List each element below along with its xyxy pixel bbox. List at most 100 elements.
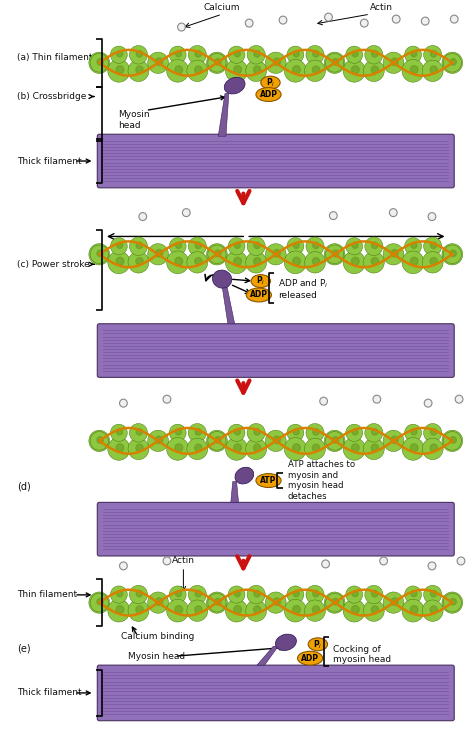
Text: (d): (d)	[17, 481, 31, 492]
Circle shape	[247, 585, 265, 604]
Circle shape	[332, 250, 339, 257]
Circle shape	[384, 593, 402, 612]
Circle shape	[116, 606, 124, 614]
Circle shape	[254, 257, 261, 265]
Circle shape	[364, 60, 384, 82]
Text: ADP: ADP	[301, 653, 319, 663]
Circle shape	[351, 65, 359, 74]
Circle shape	[234, 444, 242, 452]
Circle shape	[207, 592, 228, 613]
Circle shape	[215, 598, 221, 605]
Circle shape	[208, 245, 226, 264]
Circle shape	[228, 586, 245, 603]
Circle shape	[226, 251, 247, 273]
Circle shape	[312, 257, 319, 265]
Circle shape	[313, 51, 319, 57]
Circle shape	[246, 600, 266, 621]
Circle shape	[371, 444, 379, 451]
Circle shape	[306, 423, 324, 442]
Circle shape	[332, 59, 339, 65]
Circle shape	[254, 590, 260, 597]
Circle shape	[214, 58, 221, 65]
Circle shape	[442, 430, 463, 451]
Circle shape	[284, 437, 307, 460]
Circle shape	[384, 431, 402, 451]
Circle shape	[273, 598, 280, 605]
Circle shape	[391, 598, 398, 605]
Circle shape	[410, 257, 418, 265]
Circle shape	[97, 436, 104, 443]
Circle shape	[175, 65, 182, 74]
Circle shape	[292, 65, 301, 74]
Circle shape	[214, 598, 221, 606]
Circle shape	[306, 585, 324, 604]
Circle shape	[430, 606, 438, 613]
Circle shape	[273, 59, 280, 65]
Circle shape	[129, 46, 147, 64]
Ellipse shape	[298, 651, 323, 665]
Circle shape	[287, 586, 304, 603]
Circle shape	[175, 591, 182, 597]
Circle shape	[352, 429, 358, 435]
Circle shape	[442, 592, 463, 613]
Circle shape	[287, 424, 304, 442]
Circle shape	[195, 444, 202, 451]
Circle shape	[352, 51, 358, 57]
Circle shape	[365, 585, 383, 604]
Circle shape	[332, 598, 339, 606]
Circle shape	[373, 395, 381, 404]
Circle shape	[108, 437, 130, 460]
Circle shape	[450, 249, 457, 257]
Circle shape	[108, 251, 130, 273]
Circle shape	[372, 590, 378, 597]
Circle shape	[148, 52, 168, 74]
Circle shape	[322, 560, 329, 568]
Circle shape	[117, 591, 123, 597]
Circle shape	[346, 46, 363, 63]
Circle shape	[292, 606, 301, 614]
Circle shape	[169, 237, 186, 255]
Circle shape	[97, 437, 103, 443]
Circle shape	[195, 242, 201, 248]
Circle shape	[267, 593, 285, 612]
Circle shape	[326, 245, 344, 264]
Circle shape	[411, 243, 417, 248]
Circle shape	[89, 52, 109, 74]
Circle shape	[273, 58, 281, 65]
Text: (c) Power stroke: (c) Power stroke	[17, 259, 90, 269]
Circle shape	[267, 245, 285, 264]
Circle shape	[265, 592, 286, 613]
Circle shape	[430, 444, 438, 451]
Circle shape	[235, 591, 240, 597]
Circle shape	[324, 430, 345, 451]
Circle shape	[156, 250, 162, 257]
Circle shape	[254, 66, 261, 74]
Circle shape	[207, 244, 228, 265]
Circle shape	[149, 431, 167, 451]
Circle shape	[246, 251, 266, 273]
Circle shape	[332, 436, 339, 443]
Circle shape	[254, 51, 260, 57]
Circle shape	[391, 58, 398, 65]
Circle shape	[136, 606, 143, 613]
Circle shape	[108, 599, 130, 622]
Circle shape	[215, 59, 221, 65]
Circle shape	[110, 586, 127, 603]
Circle shape	[246, 438, 266, 459]
Ellipse shape	[256, 473, 281, 487]
Circle shape	[175, 606, 182, 614]
Circle shape	[411, 591, 417, 597]
Circle shape	[273, 598, 281, 606]
Circle shape	[443, 431, 461, 451]
Text: Thick filament: Thick filament	[17, 689, 82, 698]
Circle shape	[326, 593, 344, 612]
Circle shape	[155, 249, 163, 257]
Circle shape	[326, 431, 344, 451]
Circle shape	[148, 592, 168, 613]
Circle shape	[450, 15, 458, 23]
Circle shape	[265, 52, 286, 74]
Circle shape	[405, 237, 421, 255]
Circle shape	[371, 66, 379, 74]
Circle shape	[351, 257, 359, 265]
FancyBboxPatch shape	[97, 135, 454, 188]
